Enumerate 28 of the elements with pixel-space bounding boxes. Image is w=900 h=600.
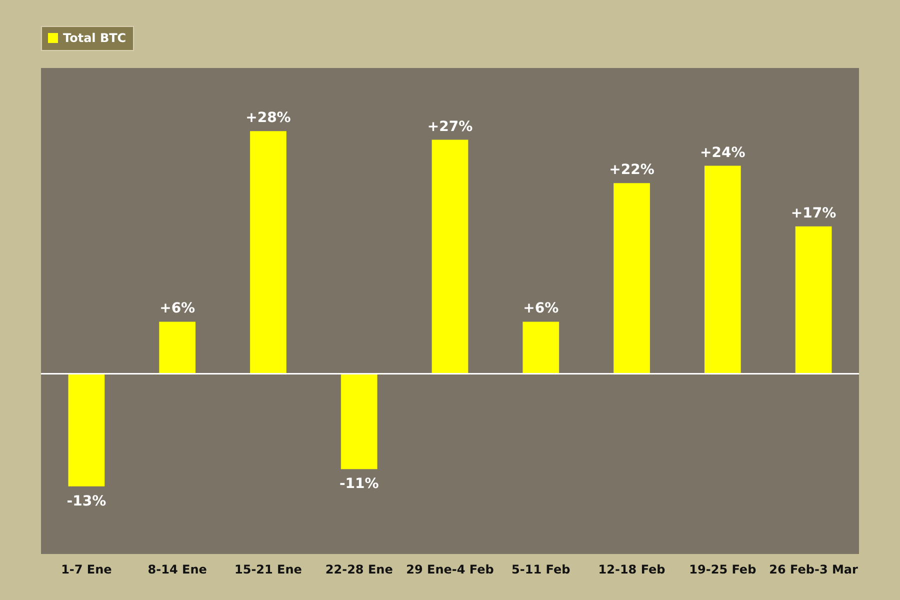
bar — [795, 226, 832, 374]
data-label: +22% — [609, 162, 654, 178]
data-label: +27% — [427, 118, 473, 135]
x-tick-label: 1-7 Ene — [61, 562, 112, 576]
bar — [614, 183, 650, 374]
data-label: +17% — [790, 205, 836, 222]
data-label: +24% — [700, 144, 746, 161]
data-label: +6% — [160, 300, 196, 317]
bar — [704, 166, 741, 374]
data-label: -11% — [339, 476, 379, 492]
x-tick-label: 19-25 Feb — [689, 562, 757, 576]
x-tick-label: 12-18 Feb — [598, 562, 666, 576]
data-label: -13% — [66, 493, 106, 510]
x-tick-label: 15-21 Ene — [234, 562, 302, 576]
bar — [68, 374, 105, 486]
bar — [522, 322, 560, 374]
x-tick-label: 26 Feb-3 Mar — [769, 562, 858, 576]
legend-label: Total BTC — [63, 31, 126, 45]
data-label: +28% — [246, 110, 291, 126]
bar — [432, 140, 468, 374]
bar — [340, 374, 378, 470]
x-tick-label: 29 Ene-4 Feb — [406, 562, 494, 576]
bar — [159, 322, 196, 374]
x-tick-label: 8-14 Ene — [148, 562, 207, 576]
bar — [250, 131, 286, 374]
data-label: +6% — [523, 300, 559, 317]
x-tick-label: 5-11 Feb — [512, 562, 571, 576]
x-tick-label: 22-28 Ene — [325, 562, 393, 576]
